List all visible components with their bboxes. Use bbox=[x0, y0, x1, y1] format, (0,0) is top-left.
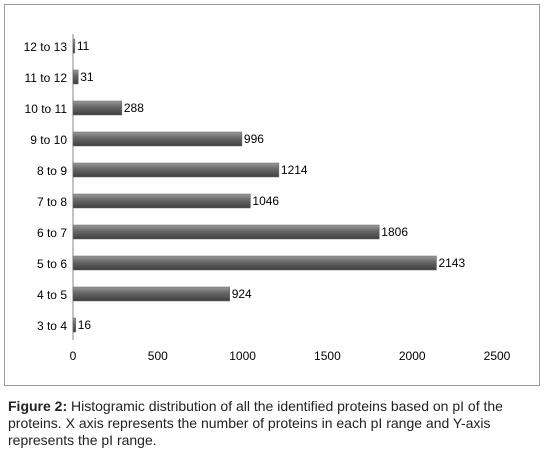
x-tick-label: 1500 bbox=[314, 349, 341, 363]
bar bbox=[72, 69, 79, 85]
data-label: 1806 bbox=[381, 225, 408, 239]
bar bbox=[72, 224, 380, 240]
y-tick-label: 8 to 9 bbox=[37, 164, 67, 178]
data-label: 924 bbox=[232, 287, 252, 301]
data-label: 288 bbox=[124, 101, 144, 115]
caption-label: Figure 2: bbox=[8, 398, 68, 414]
bar bbox=[72, 286, 230, 302]
data-label: 1046 bbox=[252, 194, 279, 208]
y-tick-label: 12 to 13 bbox=[24, 40, 68, 54]
y-tick-label: 9 to 10 bbox=[30, 133, 67, 147]
bar bbox=[72, 38, 76, 54]
bar bbox=[72, 131, 243, 147]
x-tick-label: 1000 bbox=[229, 349, 256, 363]
data-label: 16 bbox=[78, 318, 92, 332]
x-tick-label: 500 bbox=[148, 349, 168, 363]
chart-border bbox=[4, 4, 540, 386]
x-tick-label: 0 bbox=[70, 349, 77, 363]
caption: Figure 2: Histogramic distribution of al… bbox=[8, 398, 538, 449]
bar bbox=[72, 317, 76, 333]
y-tick-label: 6 to 7 bbox=[37, 226, 67, 240]
y-tick-label: 5 to 6 bbox=[37, 257, 67, 271]
bar bbox=[72, 162, 280, 178]
data-label: 996 bbox=[244, 132, 264, 146]
chart: 0 500 1000 1500 2000 2500 3 to 4 16 4 to 5 924 5 t… bbox=[4, 4, 540, 386]
x-tick-label: 2000 bbox=[399, 349, 426, 363]
y-tick-label: 3 to 4 bbox=[37, 319, 67, 333]
data-label: 11 bbox=[77, 39, 90, 53]
data-label: 1214 bbox=[281, 163, 308, 177]
data-label: 2143 bbox=[438, 256, 465, 270]
y-tick-label: 11 to 12 bbox=[25, 71, 68, 85]
y-tick-label: 4 to 5 bbox=[37, 288, 67, 302]
bar bbox=[72, 255, 437, 271]
bar bbox=[72, 193, 251, 209]
x-tick-label: 2500 bbox=[484, 349, 511, 363]
y-tick-label: 10 to 11 bbox=[25, 102, 68, 116]
data-label: 31 bbox=[80, 70, 94, 84]
y-tick-label: 7 to 8 bbox=[37, 195, 67, 209]
caption-text: Histogramic distribution of all the iden… bbox=[8, 398, 503, 448]
bar bbox=[72, 100, 123, 116]
